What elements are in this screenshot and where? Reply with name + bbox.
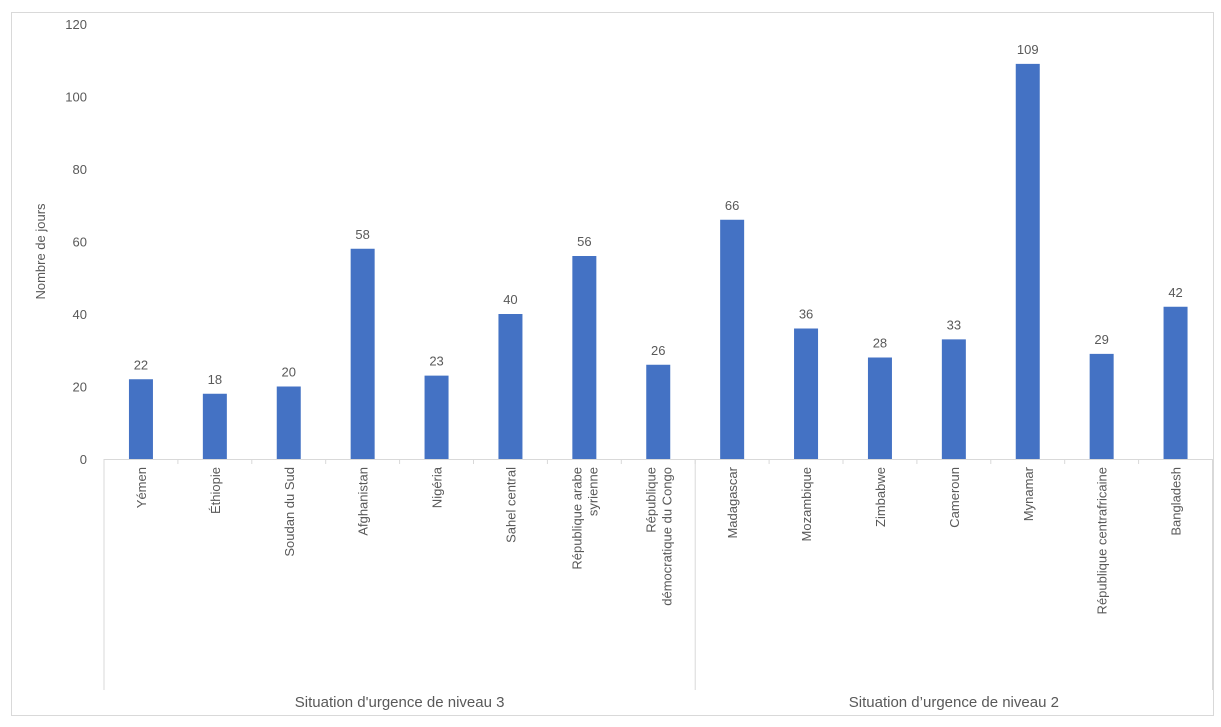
data-label: 18	[208, 372, 222, 387]
y-tick-label: 120	[65, 17, 87, 32]
x-tick-label: démocratique du Congo	[659, 467, 674, 606]
data-label: 66	[725, 198, 739, 213]
x-tick-label: Bangladesh	[1169, 467, 1184, 536]
data-label: 40	[503, 292, 517, 307]
y-tick-label: 0	[80, 452, 87, 467]
bar	[1015, 63, 1040, 459]
group-label: Situation d’urgence de niveau 2	[849, 694, 1059, 711]
bar	[720, 219, 745, 459]
x-tick-label: Nigéria	[430, 466, 445, 508]
x-tick-label: Éthiopie	[208, 467, 223, 514]
y-tick-label: 40	[73, 307, 87, 322]
x-tick-label: Yémen	[134, 467, 149, 508]
x-tick-label: syrienne	[585, 467, 600, 516]
data-label: 36	[799, 307, 813, 322]
bar	[498, 314, 523, 459]
x-tick-label: Sahel central	[503, 467, 518, 543]
bar	[350, 248, 375, 459]
bar	[572, 256, 597, 459]
x-tick-label: République	[643, 467, 658, 533]
bar	[276, 386, 301, 459]
y-tick-label: 100	[65, 90, 87, 105]
x-tick-label: Afghanistan	[356, 467, 371, 536]
bar	[646, 364, 671, 459]
x-tick-label: Zimbabwe	[873, 467, 888, 527]
x-tick-label: Madagascar	[725, 466, 740, 538]
y-tick-label: 60	[73, 235, 87, 250]
group-label: Situation d'urgence de niveau 3	[295, 694, 505, 711]
data-label: 23	[429, 354, 443, 369]
chart-frame	[11, 12, 1214, 716]
x-tick-label: Mynamar	[1021, 466, 1036, 521]
bar	[941, 339, 966, 459]
x-tick-label: République centrafricaine	[1095, 467, 1110, 614]
x-tick-label: Mozambique	[799, 467, 814, 541]
bar	[202, 393, 227, 459]
data-label: 42	[1168, 285, 1182, 300]
x-tick-label: Cameroun	[947, 467, 962, 528]
data-label: 29	[1094, 332, 1108, 347]
data-label: 26	[651, 343, 665, 358]
x-tick-label: République arabe	[569, 467, 584, 570]
data-label: 22	[134, 357, 148, 372]
data-label: 58	[355, 227, 369, 242]
y-tick-label: 80	[73, 162, 87, 177]
bar	[1163, 306, 1188, 459]
bar	[794, 328, 819, 459]
bar	[424, 375, 449, 459]
data-label: 109	[1017, 42, 1039, 57]
y-tick-label: 20	[73, 380, 87, 395]
data-label: 28	[873, 336, 887, 351]
data-label: 20	[282, 365, 296, 380]
x-tick-label: Soudan du Sud	[282, 467, 297, 557]
data-label: 33	[947, 317, 961, 332]
bar	[128, 379, 153, 459]
bar	[1089, 353, 1114, 459]
bar	[867, 357, 892, 459]
y-axis-title: Nombre de jours	[33, 203, 48, 300]
data-label: 56	[577, 234, 591, 249]
